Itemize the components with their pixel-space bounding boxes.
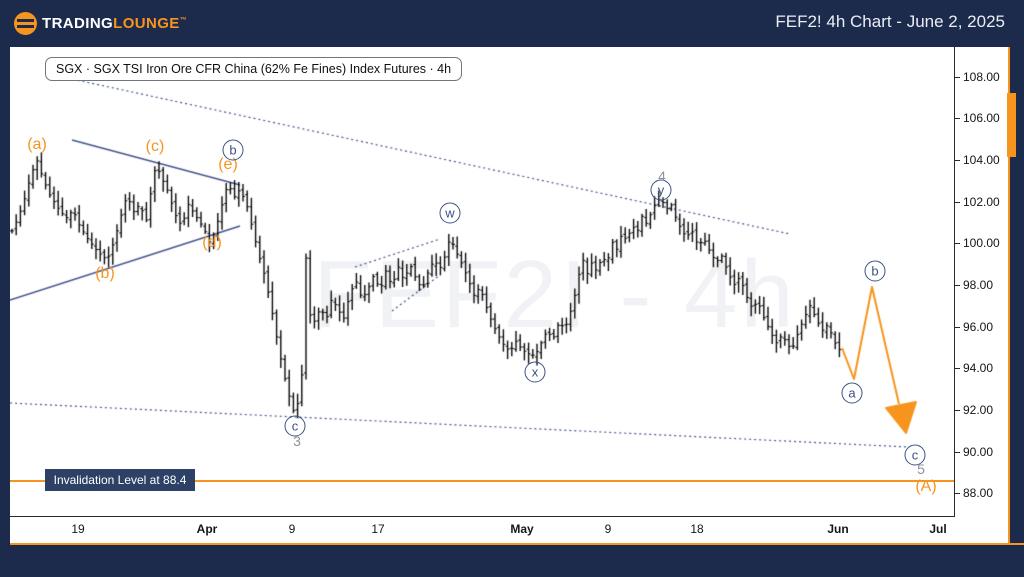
x-axis-label: 17: [371, 522, 385, 536]
y-axis-label: 90.00: [963, 444, 994, 459]
circled-wave-label-y: y: [650, 179, 672, 201]
y-axis-label: 102.00: [963, 194, 1000, 209]
y-axis-label: 92.00: [963, 402, 994, 417]
chart-surface[interactable]: FEF2! - 4h 108.00106.00104.00102.00100.0…: [10, 47, 1008, 543]
wave-label-d: (d): [202, 234, 222, 251]
circled-wave-label-w: w: [439, 202, 461, 224]
y-axis-tick: [954, 201, 960, 203]
circled-wave-label-c: c: [904, 444, 926, 466]
y-axis-label: 100.00: [963, 236, 1000, 251]
brand-trading: TRADING: [42, 15, 114, 32]
y-axis-label: 108.00: [963, 69, 1000, 84]
y-axis-label: 88.00: [963, 486, 994, 501]
trademark-symbol: ™: [179, 17, 188, 24]
circled-wave-label-x: x: [524, 361, 546, 383]
brand-name: TRADINGLOUNGE™: [42, 15, 187, 32]
brand-lounge: LOUNGE: [113, 15, 180, 32]
wave-label-c: (c): [145, 138, 165, 155]
price-axis-line: [954, 47, 955, 517]
y-axis-label: 104.00: [963, 153, 1000, 168]
x-axis-label: Jul: [929, 522, 947, 536]
scrollbar-thumb[interactable]: [1007, 93, 1016, 157]
x-axis-label: May: [510, 522, 534, 536]
invalidation-level-line: [10, 480, 954, 482]
y-axis-label: 106.00: [963, 111, 1000, 126]
y-axis-tick: [954, 368, 960, 370]
bottom-orange-border: [10, 543, 1024, 545]
wave-label-A: (A): [915, 478, 937, 495]
y-axis-tick: [954, 409, 960, 411]
x-axis-label: 9: [604, 522, 612, 536]
y-axis-tick: [954, 160, 960, 162]
wave-label-b: (b): [95, 265, 115, 282]
y-axis-tick: [954, 493, 960, 495]
y-axis-tick: [954, 243, 960, 245]
y-axis-tick: [954, 76, 960, 78]
y-axis-label: 98.00: [963, 278, 994, 292]
x-axis-label: 19: [71, 522, 85, 536]
wave-number-3: 3: [293, 433, 301, 449]
circled-wave-label-a: a: [841, 382, 863, 404]
wave-label-a: (a): [27, 136, 47, 153]
y-axis-tick: [954, 118, 960, 120]
circled-wave-label-c: c: [284, 415, 306, 437]
x-axis-label: Jun: [827, 522, 849, 536]
page-title: FEF2! 4h Chart - June 2, 2025: [775, 12, 1005, 31]
brand-logo: TRADINGLOUNGE™: [14, 12, 187, 35]
y-axis-label: 94.00: [963, 361, 994, 376]
price-chart-canvas[interactable]: [10, 47, 954, 517]
x-axis-label: Apr: [196, 522, 218, 536]
x-axis-label: 9: [288, 522, 296, 536]
y-axis-label: 96.00: [963, 319, 994, 334]
circled-wave-label-b: b: [222, 139, 244, 161]
wave-number-4: 4: [658, 168, 666, 184]
y-axis-tick: [954, 451, 960, 453]
symbol-label-box[interactable]: SGX · SGX TSI Iron Ore CFR China (62% Fe…: [45, 57, 463, 81]
invalidation-level-label: Invalidation Level at 88.4: [45, 469, 195, 491]
circled-wave-label-b: b: [864, 260, 886, 282]
y-axis-tick: [954, 326, 960, 328]
wave-number-5: 5: [917, 461, 925, 477]
x-axis-label: 18: [690, 522, 704, 536]
app-header: TRADINGLOUNGE™ FEF2! 4h Chart - June 2, …: [0, 0, 1024, 47]
y-axis-tick: [954, 285, 960, 286]
right-orange-border: [1008, 47, 1010, 545]
tradinglounge-logo-icon: [14, 12, 37, 35]
